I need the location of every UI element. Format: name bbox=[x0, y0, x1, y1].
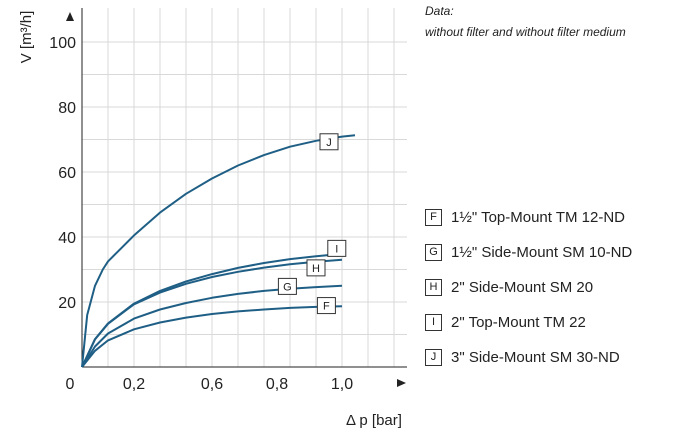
x-tick-label: 0,8 bbox=[266, 376, 288, 393]
y-tick-label: 100 bbox=[49, 35, 76, 52]
grid bbox=[82, 8, 407, 367]
y-tick-label: 40 bbox=[58, 230, 76, 247]
note-title: Data: bbox=[425, 4, 454, 18]
y-axis-label: V [m³/h] bbox=[18, 11, 35, 64]
series-line-j bbox=[81, 134, 356, 368]
series-lines bbox=[81, 134, 356, 368]
series-markers: F G H I J bbox=[277, 133, 347, 315]
y-tick-label: 20 bbox=[58, 295, 76, 312]
x-axis-arrow-icon bbox=[397, 379, 406, 387]
note-text: without filter and without filter medium bbox=[425, 25, 626, 39]
x-tick-label: 1,0 bbox=[331, 376, 353, 393]
series-marker-label-g: G bbox=[283, 281, 292, 293]
y-tick-label: 80 bbox=[58, 100, 76, 117]
series-marker-label-h: H bbox=[312, 263, 320, 275]
legend-label: 3" Side-Mount SM 30-ND bbox=[451, 348, 620, 366]
y-tick-label: 60 bbox=[58, 165, 76, 182]
legend-label: 1½" Top-Mount TM 12-ND bbox=[451, 208, 626, 226]
x-tick-label: 0,6 bbox=[201, 376, 223, 393]
series-line-f bbox=[81, 305, 343, 368]
legend-marker: J bbox=[425, 348, 442, 366]
legend-label: 1½" Side-Mount SM 10-ND bbox=[451, 243, 633, 261]
tick-labels: 0 0,2 0,6 0,8 1,0 20 40 60 80 100 bbox=[49, 35, 353, 393]
series-marker-box-h bbox=[306, 259, 326, 277]
legend-marker: I bbox=[425, 313, 442, 331]
x-axis-label: Δ p [bar] bbox=[346, 412, 402, 429]
legend-marker: G bbox=[425, 243, 442, 261]
legend-item: F 1½" Top-Mount TM 12-ND bbox=[425, 207, 625, 227]
legend-marker: F bbox=[425, 208, 442, 226]
y-axis-arrow-icon bbox=[66, 12, 74, 21]
legend-label: 2" Side-Mount SM 20 bbox=[451, 278, 594, 296]
series-marker-label-j: J bbox=[326, 137, 332, 149]
series-marker-label-i: I bbox=[335, 243, 338, 255]
series-marker-box-i bbox=[327, 239, 347, 257]
series-marker-box-j bbox=[319, 133, 339, 151]
legend-label: 2" Top-Mount TM 22 bbox=[451, 313, 586, 331]
series-marker-box-g bbox=[277, 277, 297, 295]
series-line-i bbox=[81, 252, 343, 368]
legend-item: J 3" Side-Mount SM 30-ND bbox=[425, 347, 620, 367]
series-marker-box-f bbox=[316, 297, 336, 315]
x-tick-label: 0,2 bbox=[123, 376, 145, 393]
legend-item: H 2" Side-Mount SM 20 bbox=[425, 277, 593, 297]
x-tick-label: 0 bbox=[66, 376, 75, 393]
legend-marker: H bbox=[425, 278, 442, 296]
series-marker-label-f: F bbox=[323, 301, 330, 313]
legend-item: I 2" Top-Mount TM 22 bbox=[425, 312, 586, 332]
legend-item: G 1½" Side-Mount SM 10-ND bbox=[425, 242, 632, 262]
axes bbox=[66, 8, 407, 387]
